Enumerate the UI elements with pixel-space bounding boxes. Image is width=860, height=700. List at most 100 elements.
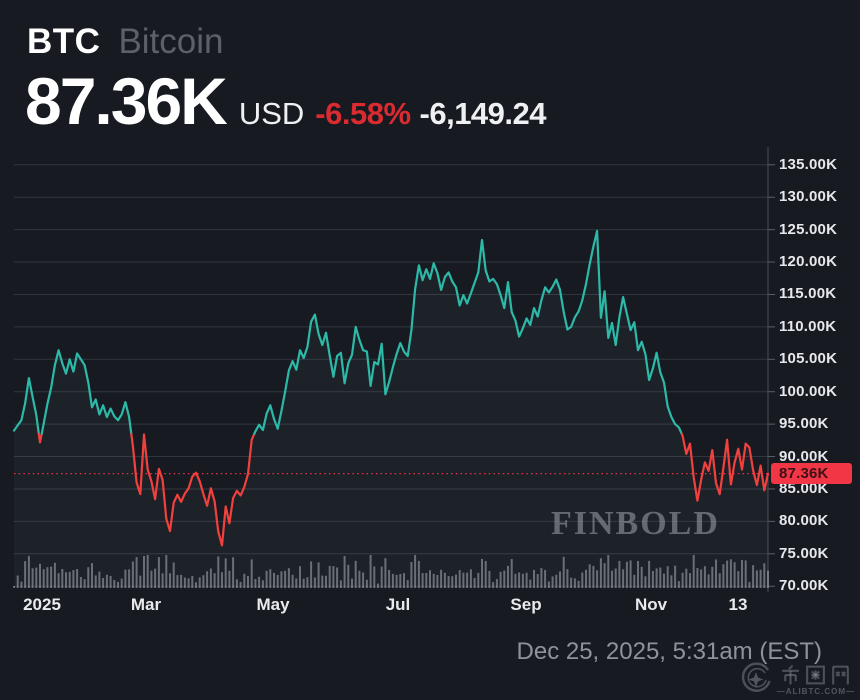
- volume-bar: [477, 572, 480, 588]
- volume-bar: [555, 574, 558, 588]
- volume-bar: [79, 577, 82, 588]
- y-axis-label: 130.00K: [779, 188, 838, 206]
- volume-bar: [377, 583, 379, 588]
- volume-bar: [752, 565, 755, 588]
- change-absolute: -6,149.24: [419, 96, 547, 131]
- volume-bar: [198, 577, 201, 588]
- quote-timestamp: Dec 25, 2025, 5:31am (EST): [516, 638, 822, 665]
- volume-bar: [499, 571, 502, 588]
- volume-bar: [707, 574, 710, 588]
- y-axis-label: 115.00K: [779, 285, 837, 303]
- volume-bar: [718, 573, 721, 588]
- volume-bar: [280, 571, 283, 588]
- cn-site-name: [779, 663, 852, 687]
- volume-bar: [354, 560, 357, 588]
- volume-bar: [518, 572, 521, 588]
- volume-bar: [176, 575, 179, 588]
- volume-bar: [306, 577, 309, 588]
- volume-bar: [507, 565, 509, 588]
- volume-bar: [250, 559, 253, 588]
- volume-bar: [495, 579, 498, 588]
- volume-bar: [27, 555, 30, 588]
- volume-bar: [410, 562, 413, 588]
- volume-bar: [217, 556, 220, 588]
- volume-bar: [544, 569, 547, 588]
- volume-bar: [388, 570, 391, 588]
- volume-bar: [451, 576, 454, 588]
- y-axis-label: 120.00K: [779, 253, 838, 271]
- volume-bar: [648, 560, 651, 588]
- x-axis-label: Sep: [510, 595, 542, 614]
- volume-bar: [117, 581, 119, 588]
- asset-name: Bitcoin: [118, 22, 224, 61]
- volume-bar: [276, 574, 279, 588]
- volume-bar: [436, 575, 439, 588]
- volume-bar: [729, 559, 732, 588]
- volume-bar: [161, 573, 164, 588]
- volume-bar: [637, 561, 639, 588]
- volume-bar: [755, 570, 758, 588]
- volume-bar: [269, 569, 272, 588]
- volume-bar: [562, 556, 565, 588]
- cn-char-wang-icon: [832, 665, 850, 684]
- volume-bar: [391, 573, 394, 588]
- volume-bar: [50, 566, 53, 588]
- volume-bar: [469, 569, 472, 588]
- volume-bar: [488, 571, 491, 588]
- volume-bar: [139, 575, 142, 588]
- volume-bar: [681, 572, 684, 588]
- volume-bar: [124, 569, 127, 588]
- volume-bar: [20, 581, 23, 588]
- volume-bar: [666, 566, 669, 588]
- volume-bar: [629, 560, 632, 588]
- volume-bar: [72, 570, 75, 588]
- price-chart[interactable]: 135.00K 130.00K 125.00K 120.00K 115.00K 110.0…: [0, 145, 860, 620]
- volume-bar: [347, 564, 350, 588]
- asset-header: BTC Bitcoin: [27, 22, 224, 62]
- y-axis-label: 105.00K: [779, 350, 838, 368]
- y-axis-label: 75.00K: [779, 544, 829, 562]
- volume-bar: [395, 574, 398, 588]
- volume-bar: [291, 574, 294, 588]
- volume-bar: [741, 559, 743, 588]
- volume-bar: [157, 557, 160, 588]
- price-row: 87.36K USD -6.58% -6,149.24: [25, 68, 547, 134]
- volume-bar: [365, 579, 368, 588]
- volume-bar: [94, 575, 97, 588]
- volume-bar: [492, 582, 495, 588]
- volume-bar: [169, 573, 171, 588]
- volume-bar: [172, 562, 175, 588]
- volume-bar: [440, 569, 443, 588]
- volume-bar: [16, 575, 19, 588]
- cn-char-quan-icon: [806, 665, 826, 684]
- volume-bar: [310, 561, 313, 588]
- volume-bar: [581, 572, 584, 588]
- volume-bar: [462, 572, 465, 588]
- cn-watermark: —ALIBTC.COM—: [738, 660, 855, 698]
- volume-bar: [425, 573, 428, 588]
- volume-bar: [763, 563, 766, 588]
- volume-bar: [128, 569, 131, 588]
- volume-bar: [685, 568, 688, 588]
- volume-bar: [655, 568, 658, 588]
- volume-bar: [287, 568, 290, 588]
- volume-bar: [577, 580, 580, 588]
- x-axis-label: May: [256, 595, 290, 614]
- volume-bar: [603, 563, 606, 588]
- volume-bar: [243, 573, 246, 588]
- volume-bar: [737, 571, 740, 588]
- volume-bar: [703, 566, 706, 588]
- chart-plot-area[interactable]: [0, 145, 860, 620]
- volume-bar: [399, 574, 402, 588]
- volume-bar: [135, 557, 138, 588]
- y-axis-label: 70.00K: [779, 577, 829, 595]
- volume-bar: [143, 556, 145, 588]
- volume-bar: [228, 570, 231, 588]
- volume-bar: [614, 568, 617, 588]
- volume-bar: [573, 578, 576, 588]
- y-axis-label: 80.00K: [779, 512, 829, 530]
- volume-bar: [146, 555, 149, 588]
- volume-bar: [24, 561, 27, 588]
- volume-bar: [540, 568, 543, 588]
- volume-bar: [224, 558, 227, 588]
